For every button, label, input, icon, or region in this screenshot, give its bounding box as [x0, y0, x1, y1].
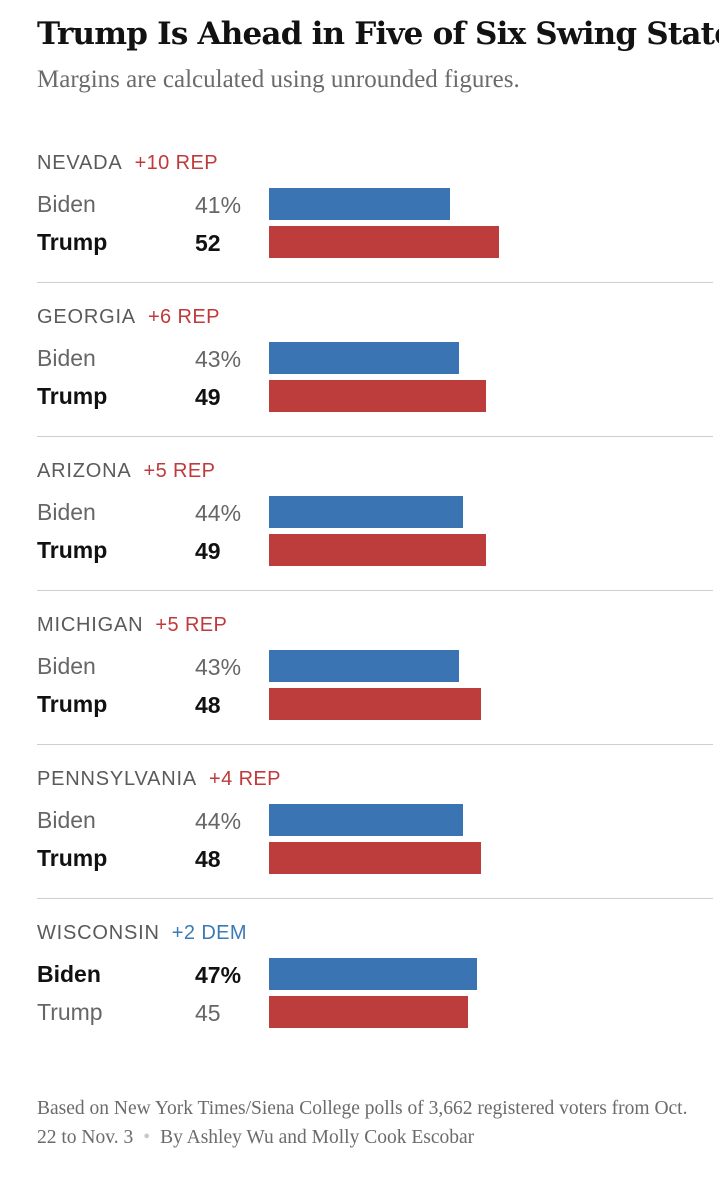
state-margin: +10 REP: [134, 152, 218, 174]
candidate-name: Biden: [37, 807, 96, 833]
state-divider: [37, 744, 713, 745]
vote-share-bar-biden: [269, 342, 459, 374]
footer-note: Based on New York Times/Siena College po…: [37, 1094, 697, 1152]
state-divider: [37, 590, 713, 591]
state-margin: +2 DEM: [171, 922, 247, 944]
vote-share-label: 45: [195, 1000, 221, 1026]
state-header: NEVADA +10 REP: [37, 152, 218, 175]
state-header: GEORGIA +6 REP: [37, 306, 220, 329]
state-header: ARIZONA +5 REP: [37, 460, 215, 483]
vote-share-bar-biden: [269, 958, 477, 990]
state-block-pennsylvania: PENNSYLVANIA +4 REP Biden 44% Trump 48: [37, 766, 713, 920]
vote-share-label: 44%: [195, 808, 242, 834]
candidate-name: Trump: [37, 845, 108, 871]
vote-share-bar-trump: [269, 534, 486, 566]
state-name: MICHIGAN: [37, 614, 144, 636]
state-divider: [37, 282, 713, 283]
candidate-name: Biden: [37, 191, 96, 217]
candidate-row-biden: Biden 41%: [37, 188, 713, 226]
vote-share-bar-trump: [269, 996, 468, 1028]
state-block-georgia: GEORGIA +6 REP Biden 43% Trump 49: [37, 304, 713, 458]
candidate-name: Biden: [37, 961, 101, 987]
state-margin: +5 REP: [155, 614, 228, 636]
candidate-row-trump: Trump 52: [37, 226, 713, 264]
candidate-name: Biden: [37, 653, 96, 679]
vote-share-label: 49: [195, 384, 221, 410]
state-block-wisconsin: WISCONSIN +2 DEM Biden 47% Trump 45: [37, 920, 713, 1074]
candidate-row-biden: Biden 43%: [37, 342, 713, 380]
vote-share-bar-biden: [269, 804, 463, 836]
vote-share-label: 47%: [195, 962, 242, 988]
candidate-name: Trump: [37, 383, 108, 409]
state-block-arizona: ARIZONA +5 REP Biden 44% Trump 49: [37, 458, 713, 612]
vote-share-bar-trump: [269, 226, 499, 258]
vote-share-label: 44%: [195, 500, 242, 526]
vote-share-bar-trump: [269, 380, 486, 412]
candidate-row-trump: Trump 45: [37, 996, 713, 1034]
vote-share-label: 48: [195, 692, 221, 718]
candidate-row-biden: Biden 44%: [37, 804, 713, 842]
vote-share-bar-biden: [269, 188, 450, 220]
chart-subtitle: Margins are calculated using unrounded f…: [37, 66, 520, 93]
byline: By Ashley Wu and Molly Cook Escobar: [160, 1127, 475, 1148]
candidate-row-biden: Biden 47%: [37, 958, 713, 996]
state-divider: [37, 436, 713, 437]
state-name: GEORGIA: [37, 306, 136, 328]
candidate-name: Trump: [37, 999, 103, 1025]
candidate-name: Trump: [37, 691, 108, 717]
vote-share-bar-trump: [269, 688, 481, 720]
state-header: MICHIGAN +5 REP: [37, 614, 227, 637]
state-block-nevada: NEVADA +10 REP Biden 41% Trump 52: [37, 150, 713, 304]
vote-share-bar-biden: [269, 650, 459, 682]
candidate-row-biden: Biden 44%: [37, 496, 713, 534]
state-header: WISCONSIN +2 DEM: [37, 922, 247, 945]
vote-share-label: 43%: [195, 346, 242, 372]
separator-dot: •: [143, 1127, 151, 1148]
state-block-michigan: MICHIGAN +5 REP Biden 43% Trump 48: [37, 612, 713, 766]
state-margin: +6 REP: [147, 306, 220, 328]
vote-share-label: 48: [195, 846, 221, 872]
vote-share-bar-biden: [269, 496, 463, 528]
state-margin: +4 REP: [209, 768, 281, 790]
vote-share-label: 49: [195, 538, 221, 564]
candidate-name: Biden: [37, 345, 96, 371]
candidate-row-trump: Trump 49: [37, 380, 713, 418]
candidate-row-trump: Trump 49: [37, 534, 713, 572]
state-header: PENNSYLVANIA +4 REP: [37, 768, 281, 791]
vote-share-label: 43%: [195, 654, 242, 680]
vote-share-bar-trump: [269, 842, 481, 874]
vote-share-label: 52: [195, 230, 221, 256]
source-note: Based on New York Times/Siena College po…: [37, 1098, 688, 1148]
state-margin: +5 REP: [143, 460, 216, 482]
candidate-row-biden: Biden 43%: [37, 650, 713, 688]
candidate-row-trump: Trump 48: [37, 688, 713, 726]
state-name: NEVADA: [37, 152, 123, 174]
candidate-row-trump: Trump 48: [37, 842, 713, 880]
vote-share-label: 41%: [195, 192, 242, 218]
state-name: PENNSYLVANIA: [37, 768, 198, 790]
candidate-name: Biden: [37, 499, 96, 525]
state-name: ARIZONA: [37, 460, 132, 482]
state-divider: [37, 898, 713, 899]
state-name: WISCONSIN: [37, 922, 160, 944]
candidate-name: Trump: [37, 537, 108, 563]
chart-title: Trump Is Ahead in Five of Six Swing Stat…: [37, 16, 719, 52]
candidate-name: Trump: [37, 229, 108, 255]
